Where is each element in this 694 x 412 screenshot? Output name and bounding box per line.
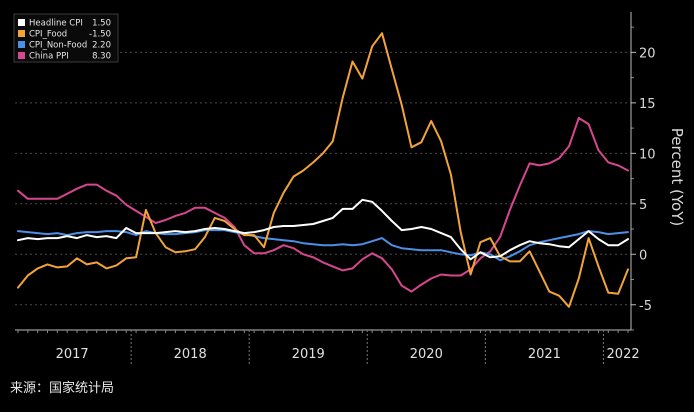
legend-swatch [18, 30, 25, 37]
legend-label: China PPI [29, 52, 69, 62]
legend: Headline CPI 1.50 CPI_Food -1.50CPI_Non-Foo… [13, 13, 119, 63]
y-axis: -5 0 5 10 15 20 [630, 12, 656, 331]
x-year-label: 2018 [174, 347, 207, 362]
x-axis: 2017 2018 2019 2020 2021 2022 [15, 329, 640, 366]
y-tick-label: -5 [639, 299, 652, 314]
legend-label: Headline CPI [29, 19, 83, 29]
source-note: 来源：国家统计局 [10, 381, 115, 396]
x-year-label: 2019 [292, 347, 325, 362]
y-tick-label: 10 [639, 147, 656, 162]
y-tick-label: 15 [639, 97, 656, 112]
series-lines [17, 32, 629, 308]
legend-value: 1.50 [92, 19, 111, 29]
x-year-label: 2017 [56, 347, 89, 362]
series-line-cpi-non-food [17, 229, 629, 262]
y-axis-label: Percent (YoY) [668, 128, 686, 226]
legend-value: 2.20 [92, 41, 111, 51]
x-year-label: 2020 [410, 347, 443, 362]
series-line-headline-cpi [17, 198, 629, 261]
series-line-china-ppi [17, 117, 629, 293]
legend-value: 8.30 [92, 52, 111, 62]
legend-value: -1.50 [89, 30, 111, 40]
legend-label: CPI_Non-Food [29, 41, 87, 51]
y-tick-label: 0 [639, 248, 647, 263]
legend-label: CPI_Food [29, 30, 67, 40]
y-tick-label: 5 [639, 198, 647, 213]
series-line-cpi-food [17, 32, 629, 308]
legend-swatch [18, 41, 25, 48]
legend-swatch [18, 19, 25, 26]
y-tick-label: 20 [639, 46, 656, 61]
x-year-label: 2021 [528, 347, 561, 362]
x-year-label: 2022 [607, 347, 640, 362]
legend-swatch [18, 52, 25, 59]
legend-box [13, 13, 119, 63]
